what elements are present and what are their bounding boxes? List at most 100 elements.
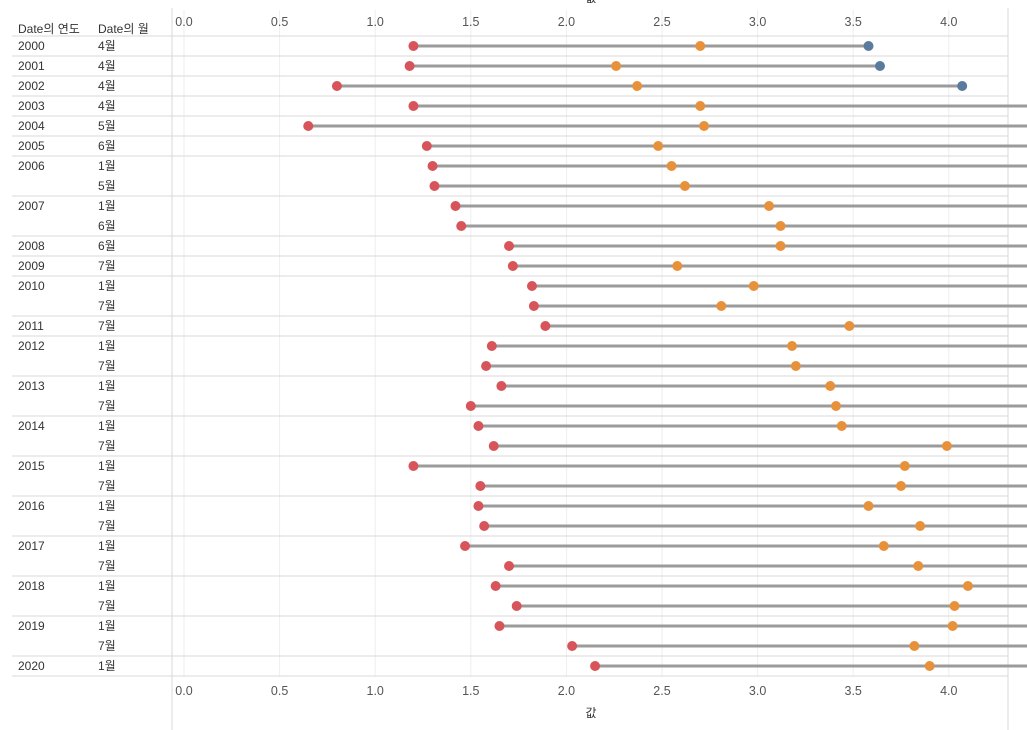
row-labels: 2000 4월 2001 4월 2002 4월 2003 4월 2004 5월 2005 6월 2006… [18, 39, 116, 673]
mid-point [825, 381, 836, 391]
row-year-label: 2016 [18, 499, 45, 513]
mid-point [775, 221, 786, 231]
min-point [486, 341, 497, 351]
min-point [408, 41, 419, 51]
mid-point [830, 401, 841, 411]
mid-point [836, 421, 847, 431]
mid-point [909, 641, 920, 651]
min-point [526, 281, 537, 291]
row-month-label: 7월 [98, 439, 116, 453]
row-year-label: 2017 [18, 539, 45, 553]
max-point [863, 41, 874, 51]
row-header-year: Date의 연도 [18, 22, 80, 36]
row-year-label: 2003 [18, 99, 45, 113]
chart-marks [303, 41, 1027, 671]
mid-point [949, 601, 960, 611]
row-month-label: 4월 [98, 39, 116, 53]
row-year-label: 2012 [18, 339, 45, 353]
row-year-label: 2011 [18, 319, 44, 333]
row-year-label: 2007 [18, 199, 45, 213]
min-point [473, 501, 484, 511]
min-point [456, 221, 467, 231]
mid-point [896, 481, 906, 491]
mid-point [878, 541, 889, 551]
mid-point [924, 661, 935, 671]
mid-point [666, 161, 677, 171]
x-tick-label-bottom: 0.0 [175, 684, 192, 698]
row-month-label: 1월 [98, 379, 116, 393]
min-point [408, 461, 419, 471]
row-month-label: 7월 [98, 319, 116, 333]
mid-point [699, 121, 710, 131]
row-month-label: 7월 [98, 259, 116, 273]
row-month-label: 6월 [98, 139, 116, 153]
min-point [404, 61, 415, 71]
x-tick-label-bottom: 3.0 [749, 684, 766, 698]
mid-point [863, 501, 874, 511]
row-month-label: 4월 [98, 59, 116, 73]
mid-point [787, 341, 798, 351]
row-month-label: 1월 [98, 499, 116, 513]
mid-point [695, 101, 706, 111]
x-tick-label-bottom: 3.5 [845, 684, 862, 698]
mid-point [941, 441, 952, 451]
row-year-label: 2004 [18, 119, 45, 133]
row-month-label: 1월 [98, 459, 116, 473]
min-point [504, 241, 515, 251]
row-month-label: 7월 [98, 399, 116, 413]
min-point [528, 301, 539, 311]
row-month-label: 7월 [98, 639, 116, 653]
min-point [465, 401, 476, 411]
mid-point [775, 241, 786, 251]
min-point [479, 521, 490, 531]
min-point [496, 381, 507, 391]
min-point [421, 141, 432, 151]
x-axis-title-top: 값 [585, 0, 596, 5]
row-year-label: 2005 [18, 139, 45, 153]
row-month-label: 1월 [98, 539, 116, 553]
min-point [429, 181, 440, 191]
mid-point [764, 201, 775, 211]
x-axis-top: 0.00.51.01.52.02.53.03.54.04.55.05.56.06… [175, 15, 957, 29]
min-point [540, 321, 551, 331]
row-month-label: 1월 [98, 419, 116, 433]
mid-point [679, 181, 690, 191]
row-month-label: 7월 [98, 299, 116, 313]
mid-point [695, 41, 706, 51]
x-tick-label-top: 4.0 [940, 15, 957, 29]
row-month-label: 1월 [98, 619, 116, 633]
row-year-label: 2019 [18, 619, 45, 633]
mid-point [790, 361, 801, 371]
mid-point [672, 261, 683, 271]
min-point [511, 601, 522, 611]
mid-point [899, 461, 910, 471]
min-point [567, 641, 578, 651]
row-year-label: 2010 [18, 279, 45, 293]
x-tick-label-top: 3.5 [845, 15, 862, 29]
row-year-label: 2015 [18, 459, 45, 473]
row-year-label: 2006 [18, 159, 45, 173]
row-header-month: Date의 월 [98, 22, 149, 36]
x-tick-label-bottom: 2.0 [558, 684, 575, 698]
max-point [874, 61, 885, 71]
min-point [408, 101, 419, 111]
x-axis-bottom: 0.00.51.01.52.02.53.03.54.04.55.05.56.06… [175, 684, 957, 698]
row-month-label: 5월 [98, 119, 116, 133]
chart-frame [12, 8, 1009, 730]
min-point [494, 621, 505, 631]
row-year-label: 2000 [18, 39, 45, 53]
row-month-label: 4월 [98, 99, 116, 113]
x-tick-label-bottom: 0.5 [271, 684, 288, 698]
min-point [488, 441, 499, 451]
mid-point [844, 321, 855, 331]
min-point [473, 421, 484, 431]
min-point [507, 261, 518, 271]
x-tick-label-top: 2.0 [558, 15, 575, 29]
row-year-label: 2009 [18, 259, 45, 273]
row-month-label: 7월 [98, 359, 116, 373]
row-year-label: 2018 [18, 579, 45, 593]
row-month-label: 6월 [98, 219, 116, 233]
x-tick-label-bottom: 1.0 [367, 684, 384, 698]
row-year-label: 2020 [18, 659, 45, 673]
x-tick-label-top: 0.5 [271, 15, 288, 29]
